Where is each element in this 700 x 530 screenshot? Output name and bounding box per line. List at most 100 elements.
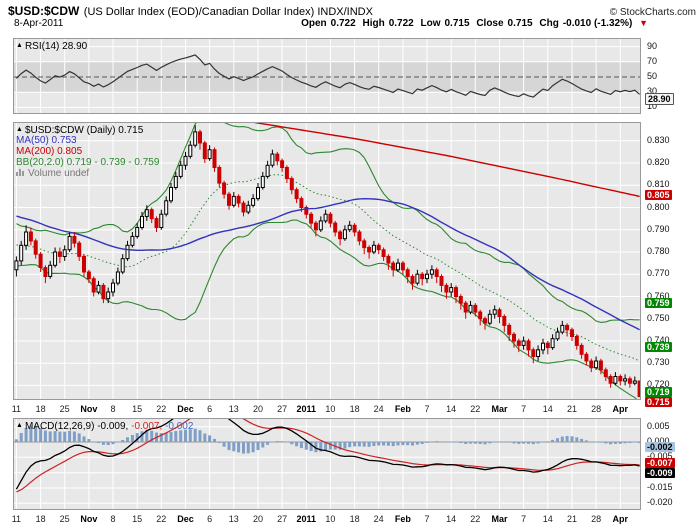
candle-body <box>347 224 352 231</box>
macd-histogram-bar <box>217 442 221 443</box>
candle-body <box>487 313 492 324</box>
candle-body <box>400 262 405 271</box>
macd-histogram-bar <box>618 442 622 444</box>
y-tick-label: 0.780 <box>647 246 670 256</box>
x-axis-label: 21 <box>566 514 578 524</box>
x-axis-label: Dec <box>177 404 194 414</box>
candle-body <box>405 269 410 278</box>
candle-body <box>468 304 473 313</box>
candle-body <box>265 164 270 177</box>
macd-histogram-bar <box>19 433 23 442</box>
candle-body <box>96 284 101 293</box>
x-axis-labels-macd: 11 18 25 Nov 8 15 22 Dec 6 13 20 27 2011 10 18 24 Feb 7 14… <box>12 513 647 526</box>
candle-body <box>473 304 478 313</box>
x-axis-label: 27 <box>277 514 288 524</box>
macd-histogram-bar <box>150 430 154 442</box>
candle-body <box>19 244 24 262</box>
candle-body <box>449 287 454 293</box>
candle-body <box>386 255 391 264</box>
candle-body <box>14 260 19 271</box>
ma50-legend: MA(50) 0.753 <box>16 135 77 146</box>
candle-body <box>198 131 202 144</box>
x-axis-label: 18 <box>349 404 360 414</box>
close-value: 0.715 <box>507 18 533 29</box>
bollinger-lower-band <box>16 219 637 399</box>
x-axis-label: 21 <box>566 404 578 414</box>
close-label: Close <box>476 18 504 29</box>
x-axis-label: 20 <box>252 404 264 414</box>
macd-histogram-bar <box>227 442 231 451</box>
candle-body <box>227 193 231 206</box>
candle-body <box>159 213 164 228</box>
macd-histogram-bar <box>299 442 303 449</box>
macd-histogram-bar <box>63 431 67 442</box>
y-tick-label: 0.790 <box>647 223 670 234</box>
x-axis-label: 28 <box>591 404 602 414</box>
macd-histogram-bar <box>174 431 178 442</box>
macd-histogram-bar <box>106 442 110 445</box>
candle-body <box>251 198 256 206</box>
y-tick-label: 0.750 <box>647 312 670 323</box>
x-axis-label: 13 <box>228 404 239 414</box>
macd-histogram-bar <box>256 442 260 451</box>
macd-histogram-bar <box>454 442 458 443</box>
macd-legend-name: MACD(12,26,9) <box>24 421 95 432</box>
x-axis-label: 25 <box>59 404 70 414</box>
y-tick-label: 0.005 <box>647 420 670 431</box>
macd-histogram-bar <box>237 442 241 453</box>
y-tick-label: 0.720 <box>647 379 670 390</box>
candle-body <box>584 353 589 362</box>
macd-histogram-bar <box>97 442 100 443</box>
macd-histogram-bar <box>488 442 492 444</box>
macd-histogram-bar <box>531 442 535 445</box>
macd-histogram-bar <box>304 442 308 450</box>
macd-histogram-bar <box>29 425 33 442</box>
macd-histogram-bar <box>130 435 134 442</box>
chg-label: Chg <box>539 18 559 29</box>
x-axis-label: 24 <box>373 514 384 524</box>
price-plot <box>13 122 641 400</box>
volume-legend: Volume undef <box>28 168 90 179</box>
macd-histogram-bar <box>34 426 38 442</box>
candle-body <box>24 231 29 246</box>
y-tick-label: 0.770 <box>647 268 670 279</box>
y-tick-label: 50 <box>647 71 658 81</box>
candle-body <box>130 235 135 246</box>
candle-body <box>318 220 323 231</box>
macd-histogram-bar <box>188 429 192 442</box>
candle-body <box>77 242 82 257</box>
candle-body <box>280 160 285 168</box>
candle-body <box>512 333 516 342</box>
x-axis-label: 28 <box>591 514 602 524</box>
macd-histogram-bar <box>357 442 361 447</box>
candle-body <box>541 342 545 351</box>
candle-body <box>483 318 487 324</box>
candle-body <box>275 153 280 162</box>
candle-body <box>313 222 318 231</box>
macd-histogram-bar <box>184 429 187 442</box>
ticker-symbol: $USD:$CDW <box>8 4 80 18</box>
candle-body <box>231 195 236 206</box>
macd-histogram-bar <box>295 442 299 447</box>
candle-body <box>526 340 531 351</box>
macd-histogram-bar <box>48 431 52 442</box>
macd-histogram-bar <box>266 442 270 445</box>
y-tick-label: -0.015 <box>647 482 673 492</box>
candle-body <box>149 209 154 220</box>
macd-histogram-bar <box>425 442 429 443</box>
macd-line-value: -0.009, <box>97 421 129 432</box>
macd-histogram-bar <box>507 442 511 443</box>
macd-histogram-bar <box>14 439 18 442</box>
x-axis-label: Mar <box>491 514 508 524</box>
macd-histogram-bar <box>111 442 115 445</box>
macd-histogram-bar <box>203 433 207 442</box>
rsi-legend-row: ▲ RSI(14) 28.90 <box>16 40 87 52</box>
open-value: 0.722 <box>330 18 356 29</box>
macd-histogram-bar <box>556 438 559 442</box>
bollinger-middle-band <box>16 174 640 362</box>
panel-triangle-icon: ▲ <box>16 422 23 429</box>
macd-histogram-bar <box>338 442 342 450</box>
macd-histogram-bar <box>546 441 550 442</box>
y-tick-label: -0.020 <box>647 497 673 508</box>
x-axis-label: 18 <box>349 514 360 524</box>
